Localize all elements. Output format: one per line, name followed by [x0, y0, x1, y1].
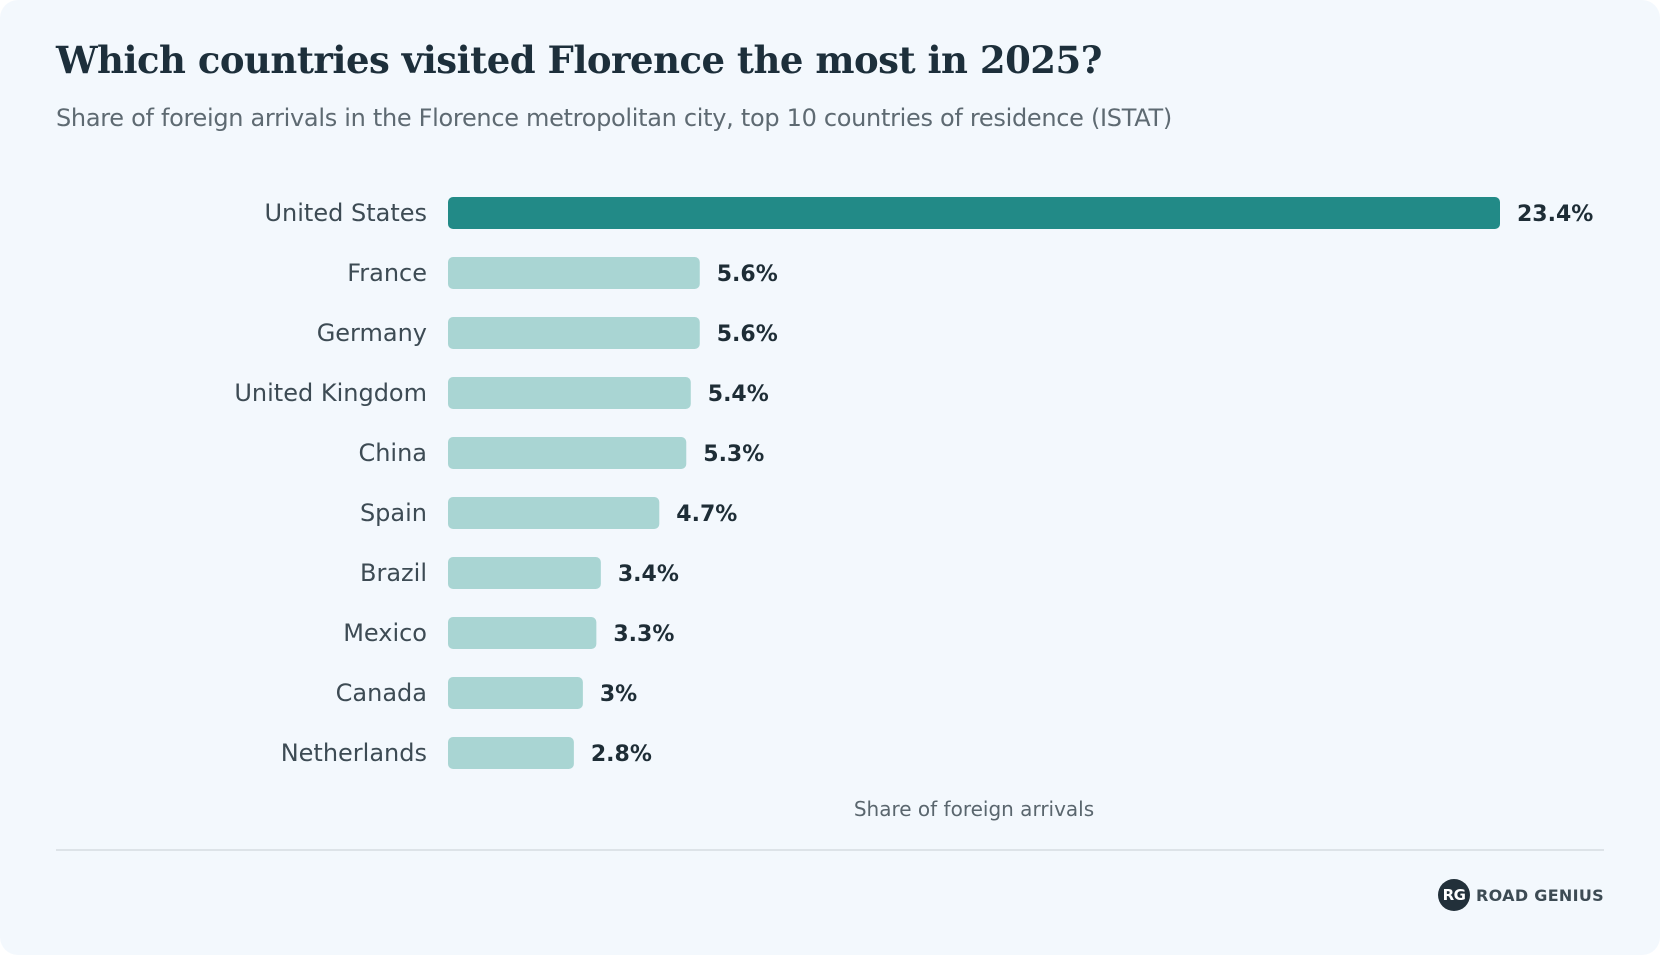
value-label-united-kingdom: 5.4% — [708, 382, 769, 407]
chart-title: Which countries visited Florence the mos… — [56, 38, 1102, 82]
category-label-united-states: United States — [264, 199, 427, 227]
category-label-brazil: Brazil — [360, 559, 427, 587]
brand-badge: RG — [1438, 879, 1471, 911]
category-label-united-kingdom: United Kingdom — [234, 379, 427, 407]
category-label-canada: Canada — [336, 679, 427, 707]
x-axis-label: Share of foreign arrivals — [854, 797, 1094, 821]
bar-china — [448, 437, 687, 469]
value-label-france: 5.6% — [717, 262, 778, 287]
category-label-spain: Spain — [360, 499, 427, 527]
bar-france — [448, 257, 700, 289]
chart-subtitle: Share of foreign arrivals in the Florenc… — [56, 104, 1172, 132]
value-label-china: 5.3% — [703, 442, 764, 467]
bar-chart: United States 23.4% France 5.6% Germany 5.6% U… — [234, 197, 1593, 821]
footer-divider — [56, 849, 1604, 851]
value-label-spain: 4.7% — [676, 502, 737, 527]
brand-name: ROAD GENIUS — [1476, 885, 1604, 905]
value-label-netherlands: 2.8% — [591, 742, 652, 767]
bar-spain — [448, 497, 660, 529]
category-label-mexico: Mexico — [343, 619, 427, 647]
category-label-france: France — [347, 259, 427, 287]
bar-brazil — [448, 557, 601, 589]
bar-netherlands — [448, 737, 574, 769]
category-label-china: China — [358, 439, 427, 467]
value-label-canada: 3% — [600, 682, 637, 707]
value-label-united-states: 23.4% — [1517, 202, 1593, 227]
bar-canada — [448, 677, 583, 709]
bar-united-states — [448, 197, 1500, 229]
category-label-netherlands: Netherlands — [281, 739, 427, 767]
value-label-brazil: 3.4% — [618, 562, 679, 587]
brand-logo: RG ROAD GENIUS — [1438, 878, 1604, 912]
value-label-germany: 5.6% — [717, 322, 778, 347]
bars-layer: United States 23.4% France 5.6% Germany 5.6% U… — [234, 197, 1593, 769]
category-label-germany: Germany — [317, 319, 427, 347]
bar-germany — [448, 317, 700, 349]
bar-united-kingdom — [448, 377, 691, 409]
bar-mexico — [448, 617, 597, 649]
value-label-mexico: 3.3% — [613, 622, 674, 647]
